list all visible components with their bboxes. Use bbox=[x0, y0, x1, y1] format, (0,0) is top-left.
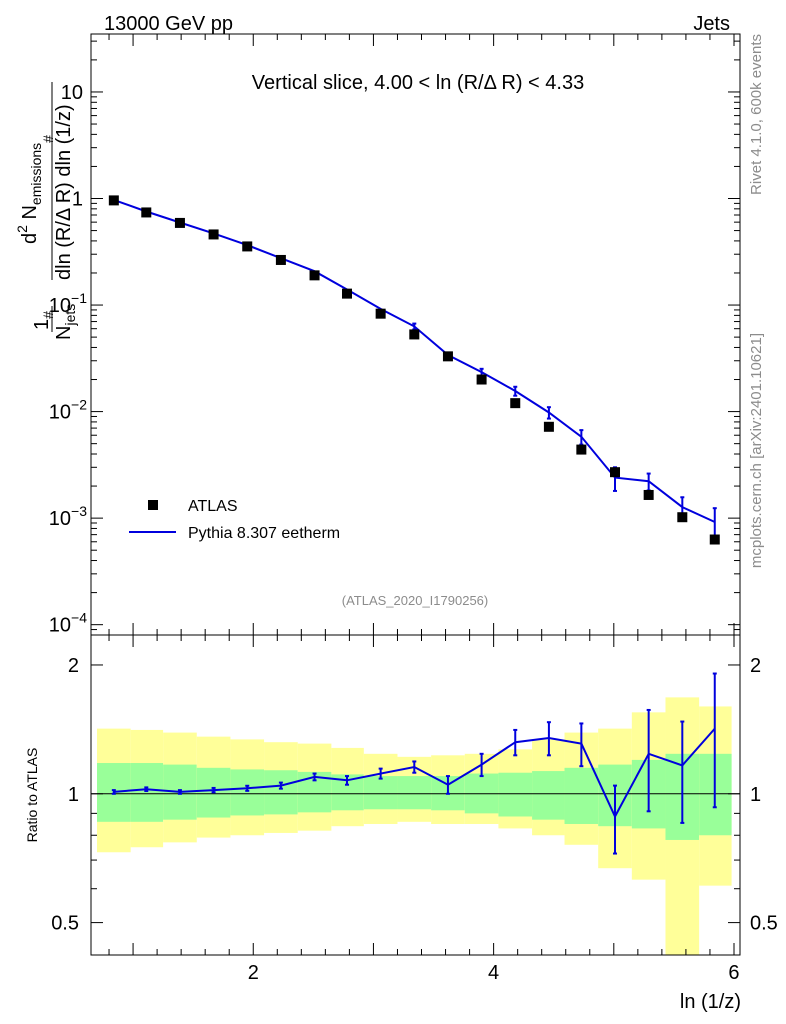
atlas-data-point bbox=[610, 467, 621, 478]
main-y-tick-label: 10−2 bbox=[49, 397, 87, 424]
atlas-data-point bbox=[275, 254, 286, 265]
atlas-data-point bbox=[309, 270, 320, 281]
atlas-data-point bbox=[208, 229, 219, 240]
ratio-y-tick-label-right: 2 bbox=[750, 655, 761, 677]
main-y-tick-label: 10−1 bbox=[49, 290, 87, 317]
ratio-green-band bbox=[532, 771, 565, 820]
svg-text:1#: 1# bbox=[31, 311, 56, 330]
x-tick-label: 6 bbox=[728, 962, 739, 984]
x-axis-label: ln (1/z) bbox=[680, 991, 741, 1013]
main-y-tick-label: 1 bbox=[72, 189, 83, 211]
ratio-green-band bbox=[363, 776, 398, 810]
mcplots-label: mcplots.cern.ch [arXiv:2401.10621] bbox=[748, 333, 765, 568]
energy-label: 13000 GeV pp bbox=[104, 13, 233, 35]
ratio-y-tick-label-right: 0.5 bbox=[750, 913, 778, 935]
atlas-data-point bbox=[409, 329, 420, 340]
svg-text:dln (R/Δ R) dln (1/z): dln (R/Δ R) dln (1/z) bbox=[53, 104, 75, 280]
atlas-data-point bbox=[643, 489, 654, 500]
atlas-data-point bbox=[476, 374, 487, 385]
pythia-line bbox=[113, 198, 716, 523]
legend-pythia-label: Pythia 8.307 eetherm bbox=[188, 525, 340, 542]
ratio-green-band bbox=[230, 769, 265, 816]
ratio-y-tick-label-left: 0.5 bbox=[51, 913, 79, 935]
ratio-y-tick-label-right: 1 bbox=[750, 784, 761, 806]
atlas-data-point bbox=[174, 217, 185, 228]
ratio-green-band bbox=[397, 776, 432, 810]
main-title: Vertical slice, 4.00 < ln (R/Δ R) < 4.33 bbox=[252, 72, 584, 94]
atlas-data-point bbox=[242, 241, 253, 252]
atlas-data-point bbox=[375, 308, 386, 319]
x-tick-label: 4 bbox=[488, 962, 499, 984]
atlas-data-point bbox=[510, 398, 521, 409]
ratio-y-tick-label-left: 1 bbox=[68, 784, 79, 806]
ratio-green-band bbox=[264, 770, 298, 815]
main-y-tick-label: 10−3 bbox=[49, 503, 87, 530]
ratio-y-axis-label: Ratio to ATLAS bbox=[24, 748, 40, 843]
atlas-data-point bbox=[543, 421, 554, 432]
ratio-green-band bbox=[564, 767, 599, 824]
ratio-green-band bbox=[130, 763, 164, 822]
atlas-data-point bbox=[576, 444, 587, 455]
atlas-data-point bbox=[341, 288, 352, 299]
ratio-green-band bbox=[498, 772, 533, 817]
legend-atlas-label: ATLAS bbox=[188, 498, 238, 515]
svg-text:Njets: Njets bbox=[53, 304, 78, 340]
atlas-data-point bbox=[442, 351, 453, 362]
main-y-tick-label: 10 bbox=[61, 82, 83, 104]
atlas-data-point bbox=[141, 207, 152, 218]
svg-text:d2 Nemissions#: d2 Nemissions# bbox=[14, 135, 56, 244]
atlas-data-point bbox=[108, 195, 119, 206]
atlas-data-point bbox=[677, 512, 688, 523]
ratio-y-tick-label-left: 2 bbox=[68, 655, 79, 677]
analysis-watermark: (ATLAS_2020_I1790256) bbox=[342, 593, 488, 608]
main-y-axis-label: 1# Njets d2 Nemissions# dln (R/Δ R) dln … bbox=[14, 82, 78, 340]
atlas-data-point bbox=[709, 534, 720, 545]
category-label: Jets bbox=[693, 13, 730, 35]
legend-atlas-marker bbox=[148, 500, 158, 510]
x-tick-label: 2 bbox=[248, 962, 259, 984]
ratio-plot-frame bbox=[90, 634, 741, 956]
rivet-label: Rivet 4.1.0, 600k events bbox=[748, 34, 765, 195]
main-y-tick-label: 10−4 bbox=[49, 610, 87, 637]
